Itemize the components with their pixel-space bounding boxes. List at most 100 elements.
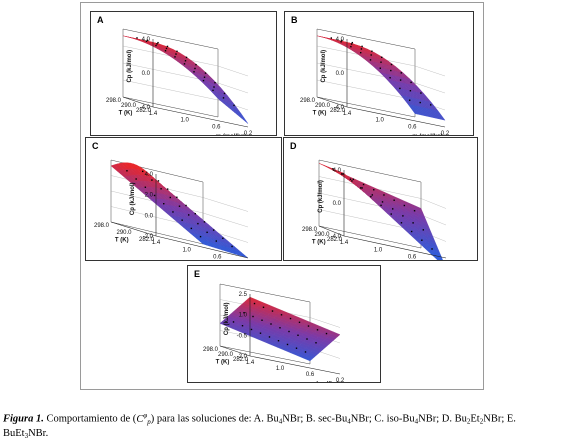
data-marker <box>270 323 272 325</box>
t-tick-label: 290.0 <box>121 103 137 109</box>
data-marker <box>222 97 225 99</box>
data-marker <box>197 222 199 225</box>
cp-symbol-sup: φ <box>143 411 148 419</box>
data-marker <box>165 47 168 50</box>
surface-cell <box>435 110 446 121</box>
data-marker <box>399 79 402 81</box>
m-axis-line <box>155 235 249 259</box>
data-marker <box>213 86 215 88</box>
data-marker <box>163 203 165 205</box>
data-marker <box>142 170 144 173</box>
data-marker <box>185 204 187 207</box>
data-marker <box>176 196 178 198</box>
data-marker <box>297 334 299 336</box>
data-marker <box>212 89 214 92</box>
t-tick-label: 282.0 <box>233 357 249 363</box>
front-axes <box>219 294 341 375</box>
data-marker <box>288 330 290 333</box>
data-marker <box>349 178 352 180</box>
panel-label: E <box>194 269 201 279</box>
t-axis-title: T (K) <box>119 111 133 117</box>
data-marker <box>181 219 183 221</box>
cp-tick-label: 0.0 <box>336 71 345 77</box>
cp-axis-title: Cp (kJ/mol) <box>224 302 230 335</box>
data-markers <box>332 168 433 250</box>
data-marker <box>430 104 432 106</box>
data-markers <box>330 37 432 106</box>
grid-line <box>309 317 341 328</box>
panel-label: C <box>92 141 99 151</box>
data-marker <box>185 56 188 59</box>
data-marker <box>233 104 235 107</box>
data-marker <box>157 41 159 44</box>
data-marker <box>298 321 301 324</box>
surface <box>110 162 249 259</box>
caption-middle: para las soluciones de: A. Bu <box>154 413 279 425</box>
cp-axis-title: Cp (kJ/mol) <box>127 50 133 83</box>
data-marker <box>215 240 217 242</box>
data-marker <box>193 71 195 73</box>
data-marker <box>325 332 328 335</box>
data-marker <box>280 314 283 316</box>
data-marker <box>212 229 215 231</box>
data-marker <box>188 214 190 216</box>
caption-text: NBr; B. sec-Bu <box>282 413 348 425</box>
data-marker <box>361 45 363 48</box>
cp-tick-label: 1.0 <box>239 313 248 319</box>
data-marker <box>268 336 271 338</box>
surface <box>318 163 443 260</box>
figure-frame: 4.0 0.0 -4.0 298.0 290.0 282.0 1.4 1.0 0.6 0.2 m (… <box>80 2 484 390</box>
data-marker <box>262 306 265 309</box>
t-axis-title: T (K) <box>216 360 230 366</box>
data-marker <box>202 79 205 82</box>
data-marker <box>183 63 186 65</box>
figure-caption: Figura 1. Comportamiento de (Cφp) para l… <box>3 408 574 441</box>
data-marker <box>380 204 382 207</box>
caption-sub: 4 <box>278 417 283 426</box>
t-tick-label: 290.0 <box>116 230 132 236</box>
m-tick-label: 1.0 <box>374 247 383 253</box>
grid-line <box>217 82 249 94</box>
data-marker <box>241 324 244 327</box>
data-marker <box>410 230 413 233</box>
data-marker <box>399 87 401 90</box>
m-axis-line <box>249 355 341 375</box>
surface <box>219 296 341 362</box>
caption-intro: Comportamiento de ( <box>46 413 137 425</box>
t-tick-label: 298.0 <box>94 223 110 229</box>
data-marker <box>190 227 193 230</box>
caption-text: Et <box>470 413 480 425</box>
data-marker <box>271 310 274 312</box>
box-edge <box>318 225 422 249</box>
grid-line <box>420 214 447 226</box>
grid-line <box>202 212 249 228</box>
m-tick-label: 0.2 <box>244 131 253 136</box>
data-marker <box>361 187 363 189</box>
data-marker <box>373 189 375 191</box>
data-marker <box>155 44 157 47</box>
t-tick-label: 282.0 <box>330 108 346 114</box>
data-marker <box>261 319 263 321</box>
data-marker <box>307 325 310 327</box>
data-marker <box>252 315 254 318</box>
box-edge <box>122 28 219 50</box>
t-axis-line <box>318 225 345 237</box>
data-marker <box>393 199 395 201</box>
data-marker <box>243 312 245 314</box>
m-axis-line <box>346 106 446 128</box>
m-tick-label: 0.6 <box>212 124 221 130</box>
t-tick-label: 298.0 <box>302 227 318 233</box>
m-tick-label: 0.6 <box>213 255 222 261</box>
t-axis-title: T (K) <box>115 238 129 244</box>
m-tick-label: 1.4 <box>246 360 255 366</box>
data-marker <box>315 342 317 344</box>
data-marker <box>156 43 158 45</box>
data-marker <box>289 317 292 320</box>
data-marker <box>390 63 393 66</box>
data-marker <box>184 60 187 62</box>
caption-lead: Figura 1. <box>3 413 44 425</box>
cp-symbol: Cφp <box>136 411 150 425</box>
surface-cell <box>436 256 441 260</box>
